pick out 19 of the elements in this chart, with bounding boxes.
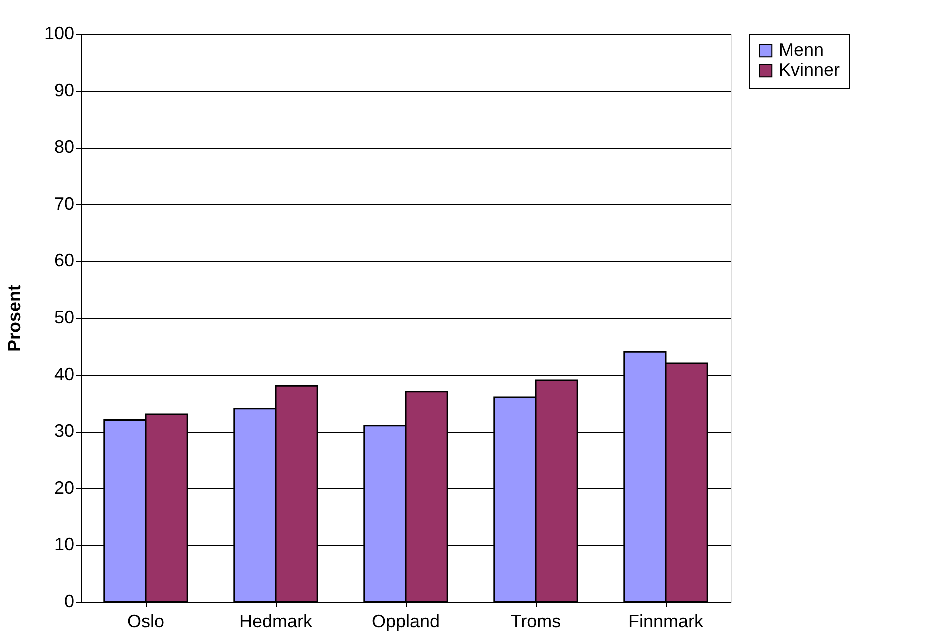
y-tick-label: 0 (64, 592, 74, 612)
y-tick-label: 90 (54, 80, 74, 100)
y-tick-label: 10 (54, 534, 74, 555)
y-tick-label: 40 (54, 364, 74, 384)
y-tick-label: 70 (54, 194, 74, 214)
legend-label: Menn (779, 40, 824, 60)
x-tick-label: Oslo (127, 612, 165, 632)
y-axis-title: Prosent (4, 284, 24, 352)
x-tick-label: Oppland (372, 612, 440, 632)
x-tick-label: Troms (510, 612, 562, 632)
x-tick-label: Hedmark (239, 612, 314, 632)
y-tick-label: 100 (44, 24, 74, 44)
y-tick-label: 60 (54, 250, 74, 271)
legend-label: Kvinner (779, 60, 840, 80)
x-tick-label: Finnmark (628, 612, 705, 632)
y-tick-label: 30 (54, 421, 74, 442)
y-tick-label: 80 (54, 137, 74, 158)
y-tick-label: 20 (54, 478, 74, 498)
y-tick-label: 50 (54, 308, 74, 328)
